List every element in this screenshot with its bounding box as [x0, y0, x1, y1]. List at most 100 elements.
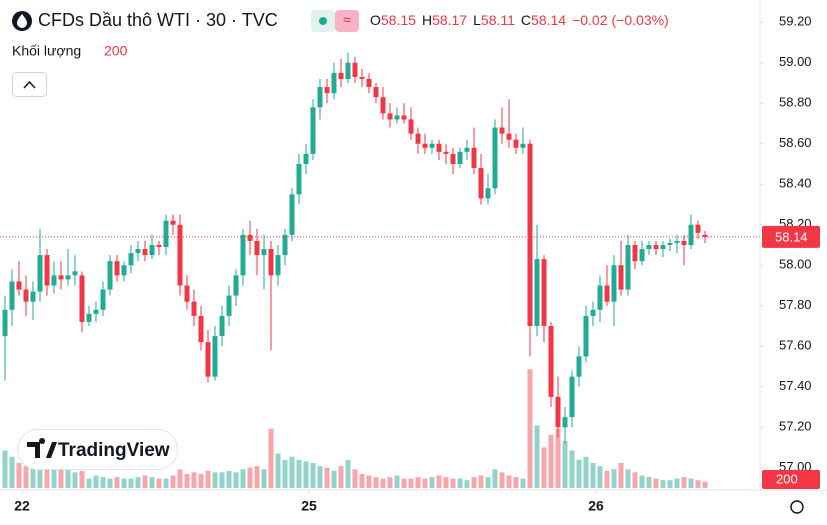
- candle-body: [310, 107, 316, 154]
- volume-bar: [352, 469, 358, 488]
- volume-bar: [51, 469, 57, 488]
- y-tick-label: 59.20: [779, 14, 812, 29]
- candle-body: [37, 255, 43, 292]
- candle-body: [660, 245, 666, 250]
- delay-icon: ≈: [343, 12, 351, 28]
- volume-bar: [23, 466, 29, 488]
- candle-body: [205, 342, 211, 377]
- candle-body: [128, 253, 134, 266]
- volume-bar: [2, 450, 8, 488]
- volume-bar: [331, 470, 337, 488]
- volume-bar: [457, 478, 463, 488]
- settings-icon[interactable]: [790, 500, 804, 514]
- volume-bar: [569, 450, 575, 488]
- y-tick-label: 57.40: [779, 378, 812, 393]
- y-tick-label: 58.60: [779, 135, 812, 150]
- ohlc-value: 58.17: [432, 12, 467, 28]
- volume-bar: [296, 459, 302, 488]
- volume-bar: [233, 472, 239, 488]
- candle-body: [254, 240, 260, 256]
- volume-bar: [65, 466, 71, 488]
- candle-body: [429, 143, 435, 148]
- volume-bar: [107, 478, 113, 488]
- candle-body: [275, 255, 281, 276]
- candle-body: [156, 245, 162, 248]
- volume-bar: [338, 466, 344, 488]
- volume-bar: [261, 469, 267, 488]
- candle-body: [191, 301, 197, 316]
- collapse-button[interactable]: [12, 72, 47, 97]
- candle-body: [233, 275, 239, 296]
- change-pct: (−0.03%): [612, 12, 669, 28]
- volume-bar: [380, 478, 386, 488]
- volume-title: Khối lượng: [12, 43, 81, 59]
- ohlc-legend: O58.15 H58.17 L58.11 C58.14 −0.02 (−0.03%): [370, 12, 669, 28]
- volume-bar: [667, 480, 673, 488]
- volume-bar: [639, 475, 645, 488]
- candle-body: [198, 315, 204, 343]
- candle-body: [632, 245, 638, 262]
- volume-bar: [506, 475, 512, 488]
- volume-bar: [93, 475, 99, 488]
- candle-body: [401, 115, 407, 120]
- chart-title: CFDs Dầu thô WTI · 30 · TVC: [38, 10, 278, 30]
- volume-bar: [345, 459, 351, 488]
- candle-body: [436, 143, 442, 152]
- volume-bar: [436, 475, 442, 488]
- candle-body: [303, 153, 309, 165]
- brand-logo: [27, 438, 57, 458]
- candle-body: [450, 153, 456, 165]
- volume-bar: [695, 480, 701, 488]
- candle-body: [373, 87, 379, 98]
- volume-bar: [394, 475, 400, 488]
- candle-body: [261, 249, 267, 256]
- candle-body: [492, 127, 498, 189]
- ohlc-value: 58.14: [531, 12, 566, 28]
- drop-icon: [17, 14, 27, 28]
- volume-bar: [527, 369, 533, 488]
- candle-body: [702, 234, 708, 237]
- candle-body: [135, 249, 141, 254]
- candle-body: [317, 87, 323, 108]
- candle-body: [282, 234, 288, 256]
- volume-bar: [282, 459, 288, 488]
- change-value: −0.02: [572, 12, 608, 28]
- volume-bar: [429, 477, 435, 488]
- candle-body: [352, 62, 358, 77]
- volume-bar: [191, 472, 197, 488]
- candle-body: [65, 275, 71, 280]
- candle-body: [170, 220, 176, 225]
- candle-body: [289, 194, 295, 235]
- volume-bar: [548, 434, 554, 488]
- volume-bar: [478, 475, 484, 488]
- y-tick-label: 58.00: [779, 257, 812, 272]
- last-price-box: [762, 225, 820, 248]
- volume-bar: [471, 477, 477, 488]
- volume-bar: [499, 472, 505, 488]
- legend-bg: [4, 4, 734, 38]
- candle-body: [338, 72, 344, 79]
- volume-bar: [674, 478, 680, 488]
- candle-body: [471, 147, 477, 169]
- volume-bar: [37, 464, 43, 488]
- volume-bar: [625, 469, 631, 488]
- volume-bar: [170, 475, 176, 488]
- candle-body: [639, 249, 645, 262]
- volume-bar: [366, 475, 372, 488]
- candle-body: [625, 245, 631, 290]
- brand-name: TradingView: [58, 440, 170, 461]
- candle-body: [380, 97, 386, 114]
- candle-body: [247, 234, 253, 241]
- brand-badge: [17, 429, 178, 470]
- volume-bar: [688, 478, 694, 488]
- candle-body: [457, 151, 463, 165]
- volume-bar: [443, 477, 449, 488]
- overlay: CFDs Dầu thô WTI · 30 · TVC ≈ O58.15 H58.…: [4, 4, 804, 514]
- candle-body: [653, 245, 659, 250]
- candle-body: [548, 325, 554, 397]
- candle-body: [541, 259, 547, 326]
- status-dot: [319, 17, 327, 25]
- candle-body: [597, 285, 603, 310]
- ohlc-key: C: [521, 12, 531, 28]
- volume-bar: [464, 480, 470, 488]
